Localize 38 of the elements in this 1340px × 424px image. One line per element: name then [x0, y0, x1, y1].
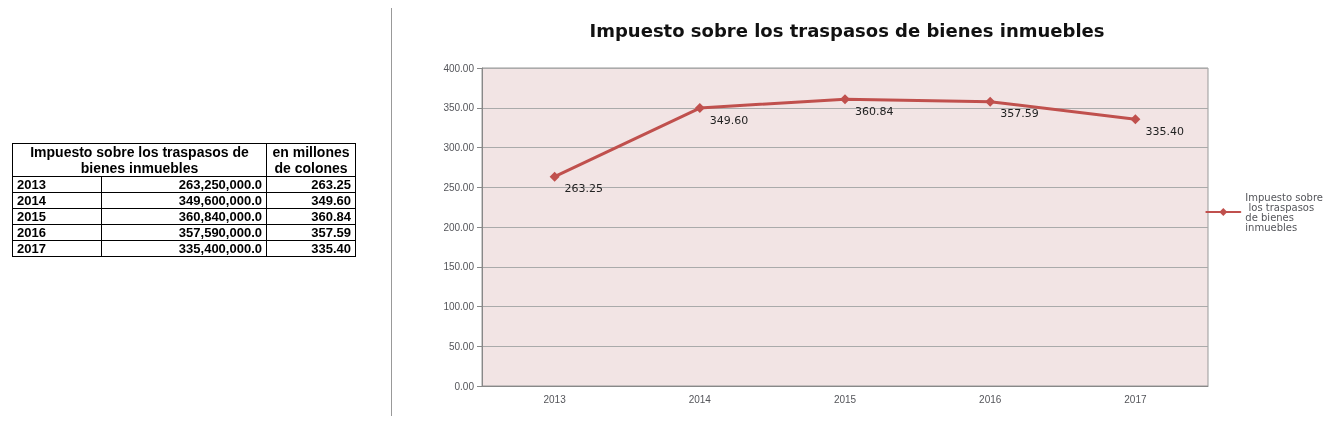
text: 335,400,000.0: [101, 240, 267, 257]
data-label: 357.59: [999, 107, 1039, 121]
text: Impuesto sobre los traspasos de bienes inmuebles: [12, 143, 267, 177]
x-tick-label: 2015: [833, 393, 857, 405]
y-tick-label: 50.00: [448, 340, 474, 352]
text: en millones de colones: [266, 143, 356, 177]
x-tick-label: 2013: [543, 393, 566, 405]
text: 349.60: [311, 193, 351, 208]
category-label: 2013: [17, 177, 46, 192]
chart-title: Impuesto sobre los traspasos de bienes inmuebles: [589, 19, 1105, 41]
data-label: 360.84: [854, 104, 894, 118]
y-tick-label: 150.00: [442, 261, 474, 273]
text: 360.84: [311, 209, 351, 224]
category-label: 2015: [17, 209, 46, 224]
y-tick-label: 0.00: [454, 380, 474, 392]
text: 357,590,000.0: [101, 224, 267, 241]
text: 263.25: [311, 177, 351, 192]
y-tick-label: 350.00: [442, 102, 474, 114]
text: 349,600,000.0: [101, 192, 267, 209]
data-label: 349.60: [709, 113, 748, 127]
y-tick-label: 100.00: [442, 301, 474, 312]
x-tick-label: 2017: [1123, 393, 1147, 405]
y-tick-label: 200.00: [442, 221, 474, 233]
legend-label: Impuesto sobre los traspasos de bienes inmuebles: [1244, 191, 1323, 233]
text: 335.40: [311, 241, 351, 256]
data-label: 335.40: [1144, 124, 1184, 138]
text: 357.59: [311, 225, 351, 240]
category-label: 2017: [17, 241, 46, 256]
y-tick-label: 250.00: [442, 181, 474, 193]
y-tick-label: 300.00: [442, 142, 474, 153]
category-label: 2014: [17, 193, 46, 208]
text: 360,840,000.0: [101, 208, 267, 225]
category-label: 2016: [17, 225, 46, 240]
text: 263,250,000.0: [101, 176, 267, 193]
x-tick-label: 2014: [688, 393, 711, 405]
y-tick-label: 400.00: [442, 62, 474, 74]
x-tick-label: 2016: [978, 393, 1002, 405]
data-label: 263.25: [564, 182, 603, 196]
